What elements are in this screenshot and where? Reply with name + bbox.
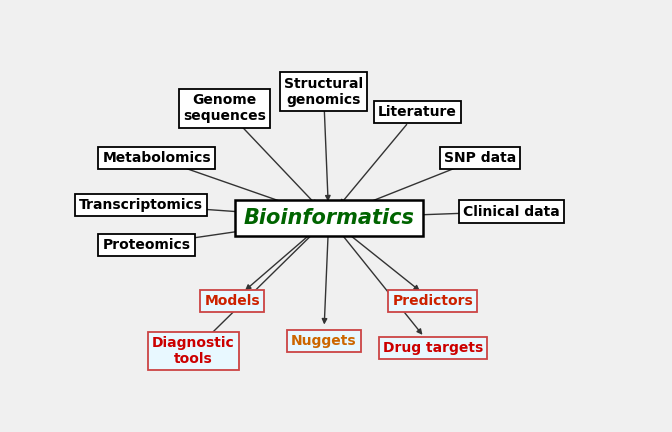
Text: Predictors: Predictors xyxy=(392,294,473,308)
Text: SNP data: SNP data xyxy=(444,151,516,165)
Text: Structural
genomics: Structural genomics xyxy=(284,76,363,107)
Text: Models: Models xyxy=(204,294,260,308)
Text: Drug targets: Drug targets xyxy=(383,341,483,355)
Text: Genome
sequences: Genome sequences xyxy=(183,93,266,124)
Text: Nuggets: Nuggets xyxy=(291,334,356,348)
Text: Clinical data: Clinical data xyxy=(463,204,559,219)
Text: Bioinformatics: Bioinformatics xyxy=(243,208,414,228)
Text: Transcriptomics: Transcriptomics xyxy=(79,198,204,212)
Text: Literature: Literature xyxy=(378,105,457,119)
Text: Metabolomics: Metabolomics xyxy=(103,151,211,165)
Text: Diagnostic
tools: Diagnostic tools xyxy=(152,336,235,366)
Text: Proteomics: Proteomics xyxy=(103,238,190,252)
